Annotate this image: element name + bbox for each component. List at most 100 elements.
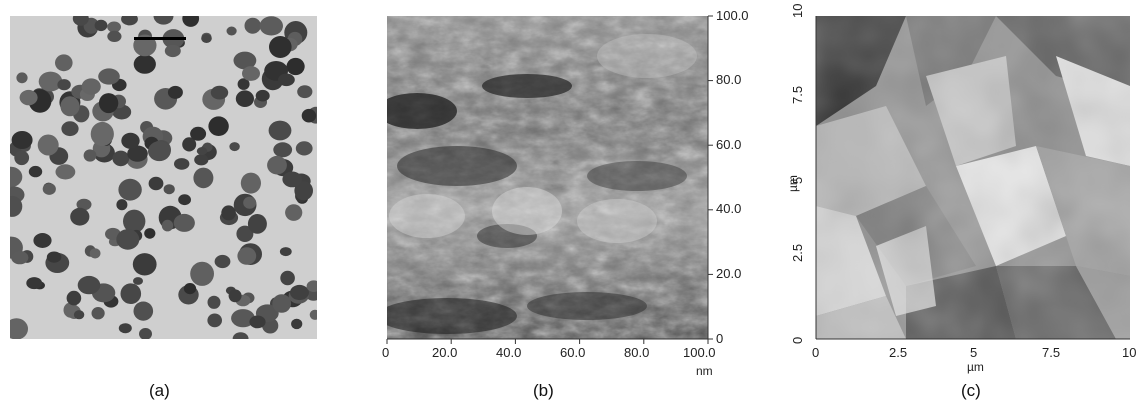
nanoparticle (127, 145, 148, 162)
nanoparticle (83, 149, 97, 162)
nanoparticle (10, 166, 23, 188)
nanoparticle (118, 323, 132, 334)
nanoparticle (57, 79, 71, 91)
nanoparticle (279, 247, 292, 257)
nanoparticle (107, 30, 122, 42)
nanoparticle (121, 16, 138, 26)
x-tick-c-3: 7.5 (1042, 345, 1061, 360)
nanoparticle (207, 295, 221, 309)
x-tick-c-0: 0 (812, 345, 820, 360)
nanoparticle (98, 93, 119, 114)
nanoparticle (28, 165, 43, 178)
nanoparticle (282, 171, 303, 188)
axes-panel-c (815, 16, 1130, 340)
nanoparticle (76, 198, 92, 211)
nanoparticle (42, 183, 56, 195)
nanoparticle (228, 289, 242, 303)
nanoparticle (242, 66, 260, 81)
nanoparticle (167, 85, 183, 99)
y-tick-c-4: 0 (790, 336, 805, 344)
nanoparticle (237, 78, 250, 90)
nanoparticle (285, 204, 303, 221)
nanoparticle (210, 85, 229, 100)
nanoparticle (112, 150, 130, 167)
nanoparticle (133, 277, 143, 285)
nanoparticle (81, 78, 101, 95)
nanoparticle (194, 154, 209, 166)
tem-nanoparticle-image (10, 16, 317, 339)
nanoparticle (226, 26, 237, 36)
nanoparticle (144, 228, 156, 239)
nanoparticle (214, 254, 231, 269)
afm-image-panel-b (387, 16, 708, 339)
nanoparticle (196, 147, 208, 156)
nanoparticle (116, 229, 140, 250)
nanoparticle (66, 290, 82, 306)
x-tick-b-5: 100.0 (683, 345, 716, 360)
nanoparticle (116, 199, 128, 211)
nanoparticle (112, 104, 132, 120)
nanoparticle (163, 184, 175, 195)
nanoparticle (249, 315, 266, 329)
nanoparticle (190, 126, 207, 141)
nanoparticle (286, 57, 305, 76)
afm-topography-image-b (387, 16, 708, 339)
nanoparticle (153, 16, 174, 25)
nanoparticle (11, 250, 29, 265)
nanoparticle (121, 132, 140, 149)
nanoparticle (183, 283, 197, 295)
x-tick-b-4: 80.0 (624, 345, 650, 360)
nanoparticle (267, 155, 287, 175)
nanoparticle (91, 307, 105, 320)
nanoparticle (46, 251, 62, 263)
nanoparticle (259, 16, 283, 36)
nanoparticle (268, 120, 292, 141)
nanoparticle (148, 141, 171, 162)
y-tick-b-5: 0 (716, 331, 724, 346)
nanoparticle (107, 21, 121, 33)
nanoparticle (208, 116, 229, 136)
nanoparticle (10, 195, 23, 217)
nanoparticle (61, 121, 79, 137)
nanoparticle (243, 196, 257, 209)
y-tick-c-0: 10 (790, 3, 805, 18)
y-tick-b-4: 20.0 (716, 266, 742, 281)
x-tick-c-4: 10 (1122, 345, 1137, 360)
nanoparticle (297, 85, 313, 99)
scale-bar (134, 37, 186, 40)
nanoparticle (301, 108, 317, 123)
afm-topography-image-c (816, 16, 1130, 339)
nanoparticle (133, 301, 154, 321)
nanoparticle (255, 89, 270, 102)
nanoparticle (182, 16, 200, 27)
nanoparticle (139, 328, 152, 339)
nanoparticle (73, 310, 85, 320)
nanoparticle (11, 131, 33, 149)
nanoparticle (26, 277, 43, 290)
nanoparticle (182, 137, 197, 152)
panel-b-caption: (b) (533, 381, 554, 400)
x-tick-b-2: 40.0 (496, 345, 522, 360)
nanoparticle (232, 332, 249, 339)
x-unit-b: nm (696, 364, 713, 378)
nanoparticle (240, 172, 261, 194)
nanoparticle (55, 164, 76, 180)
nanoparticle (173, 213, 195, 232)
nanoparticle (118, 178, 142, 201)
y-tick-c-1: 7.5 (790, 85, 805, 104)
nanoparticle (294, 181, 314, 201)
y-tick-b-2: 60.0 (716, 137, 742, 152)
nanoparticle (272, 294, 292, 313)
nanoparticle (278, 73, 295, 87)
nanoparticle (37, 134, 59, 156)
y-tick-b-0: 100.0 (716, 8, 749, 23)
nanoparticle (132, 253, 157, 276)
nanoparticle (235, 90, 254, 107)
y-tick-b-3: 40.0 (716, 201, 742, 216)
nanoparticle (306, 280, 317, 292)
nanoparticle (221, 205, 236, 221)
nanoparticle (133, 54, 156, 74)
nanoparticle (55, 54, 73, 72)
nanoparticle (290, 284, 309, 301)
nanoparticle (33, 233, 52, 248)
